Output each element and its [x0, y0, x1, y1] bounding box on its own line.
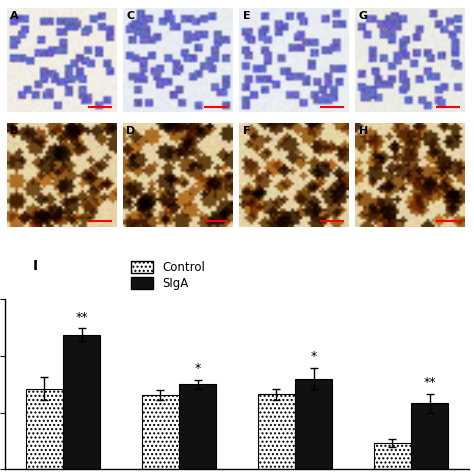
Text: TLR4: TLR4: [48, 9, 77, 22]
Text: I: I: [33, 259, 38, 273]
Text: **: **: [423, 376, 436, 389]
Bar: [374, 443, 411, 469]
Text: **: **: [75, 311, 88, 324]
Text: *: *: [194, 362, 201, 375]
Bar: [26, 389, 63, 469]
Text: TNF-α: TNF-α: [162, 9, 196, 22]
Bar: [179, 384, 216, 469]
Text: MCP-1: MCP-1: [276, 9, 314, 22]
Bar: [295, 379, 332, 469]
Bar: [411, 403, 448, 469]
Bar: [142, 395, 179, 469]
Bar: [63, 335, 100, 469]
Bar: [258, 394, 295, 469]
Legend: Control, SIgA: Control, SIgA: [127, 256, 210, 295]
Text: *: *: [310, 350, 317, 364]
Text: IL-: IL-: [404, 9, 418, 22]
